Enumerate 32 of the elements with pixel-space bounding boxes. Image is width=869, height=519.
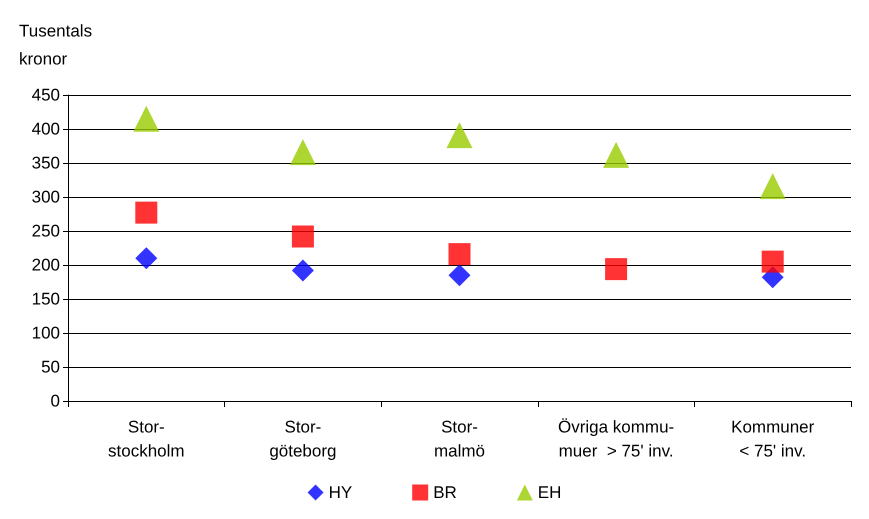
y-tick-label: 200 bbox=[32, 256, 60, 274]
point bbox=[290, 139, 316, 166]
point bbox=[133, 106, 160, 132]
y-tick-label: 100 bbox=[32, 324, 60, 342]
point bbox=[760, 173, 786, 200]
point bbox=[446, 122, 472, 148]
point bbox=[603, 142, 630, 168]
legend-label: HY bbox=[328, 483, 352, 502]
point bbox=[448, 264, 470, 286]
point bbox=[762, 250, 784, 273]
point bbox=[605, 258, 628, 280]
y-tick-label: 400 bbox=[32, 120, 60, 138]
x-tick-label: Kommuner < 75' inv. bbox=[731, 418, 815, 460]
y-tick-label: 450 bbox=[32, 86, 60, 104]
legend-label: EH bbox=[538, 483, 562, 502]
x-tick-label: Stor- stockholm bbox=[108, 418, 185, 460]
y-tick-label: 350 bbox=[32, 154, 60, 172]
x-tick-label: Stor- malmö bbox=[434, 418, 486, 460]
y-tick-label: 300 bbox=[32, 188, 60, 206]
y-tick-label: 250 bbox=[32, 222, 60, 240]
y-tick-label: 0 bbox=[50, 392, 60, 410]
point bbox=[292, 225, 314, 248]
x-tick-label: Stor- göteborg bbox=[269, 418, 336, 460]
y-tick-label: 50 bbox=[41, 358, 60, 376]
point bbox=[448, 243, 470, 266]
point bbox=[135, 202, 158, 224]
legend-label: BR bbox=[433, 483, 457, 502]
point bbox=[292, 259, 314, 282]
y-tick-label: 150 bbox=[32, 290, 60, 308]
point bbox=[135, 247, 158, 270]
x-tick-label: Övriga kommu- muer > 75' inv. bbox=[558, 418, 674, 460]
y-axis-title: Tusentals kronor bbox=[19, 22, 92, 68]
